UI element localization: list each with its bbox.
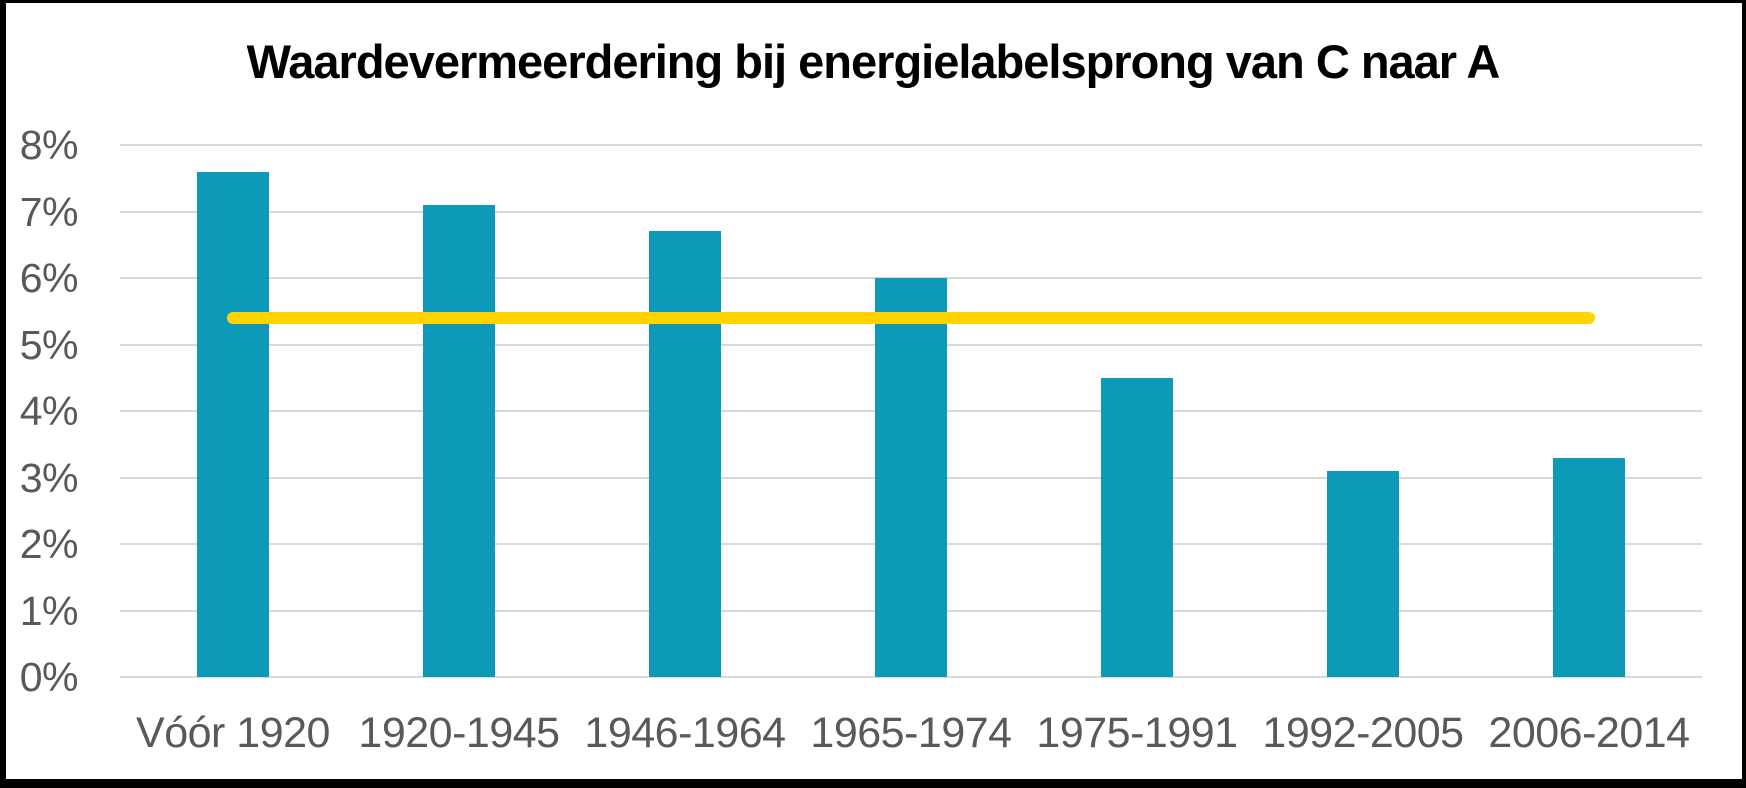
plot-area — [120, 144, 1702, 678]
x-axis-category-label: Vóór 1920 — [136, 709, 330, 757]
y-axis-tick-label: 3% — [19, 455, 79, 501]
bar-1975-1991 — [1101, 378, 1173, 677]
y-axis-tick-label: 1% — [19, 588, 79, 634]
average-reference-line — [227, 312, 1595, 324]
y-axis-tick-label: 7% — [19, 189, 79, 235]
gridline-0% — [120, 676, 1702, 678]
x-axis-category-label: 1965-1974 — [810, 709, 1012, 757]
bar-1965-1974 — [875, 278, 947, 677]
x-axis-category-label: 1992-2005 — [1262, 709, 1464, 757]
y-axis-tick-label: 0% — [19, 654, 79, 700]
x-axis-category-label: 1946-1964 — [584, 709, 786, 757]
gridline-7% — [120, 211, 1702, 213]
y-axis-tick-label: 6% — [19, 255, 79, 301]
chart-title: Waardevermeerdering bij energielabelspro… — [246, 35, 1501, 88]
y-axis-tick-label: 5% — [19, 322, 79, 368]
bar-1992-2005 — [1327, 471, 1399, 677]
x-axis-category-label: 1975-1991 — [1036, 709, 1238, 757]
x-axis: Vóór 1920 1920-1945 1946-1964 1965-1974 1975… — [120, 703, 1702, 763]
x-axis-category-label: 1920-1945 — [358, 709, 560, 757]
gridline-8% — [120, 144, 1702, 146]
bar-Vóór 1920 — [197, 172, 269, 677]
y-axis-tick-label: 8% — [19, 122, 79, 168]
y-axis-tick-label: 4% — [19, 388, 79, 434]
bar-1920-1945 — [423, 205, 495, 677]
bar-1946-1964 — [649, 231, 721, 677]
bar-2006-2014 — [1553, 458, 1625, 677]
y-axis: 0% 1% 2% 3% 4% 5% 6% 7% 8% — [0, 123, 98, 699]
x-axis-category-label: 2006-2014 — [1488, 709, 1690, 757]
y-axis-tick-label: 2% — [19, 521, 79, 567]
